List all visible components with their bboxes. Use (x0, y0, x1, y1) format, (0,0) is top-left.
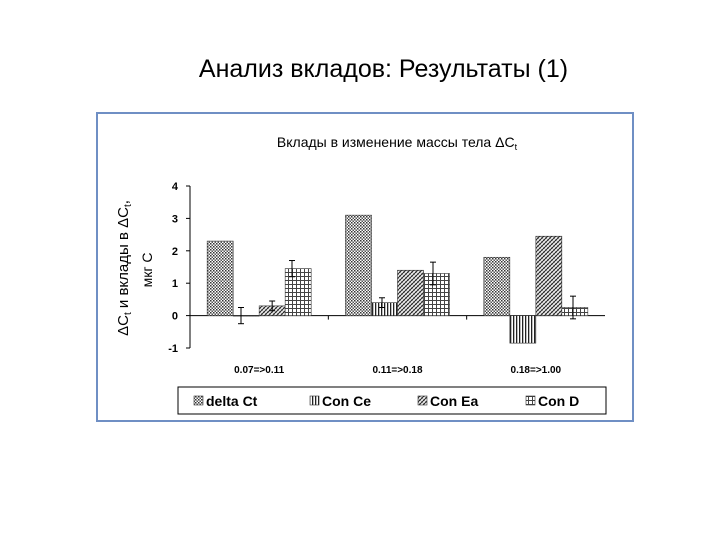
bar-vlines-2 (509, 315, 537, 344)
ylabel-delta2: ΔC (115, 207, 132, 228)
legend-swatch-hatch (417, 395, 428, 406)
bar-vlines-1 (371, 302, 398, 316)
y-tick-label: 1 (172, 278, 178, 290)
bar-grid-2 (561, 307, 589, 316)
legend: delta Ct Con Ce Con Ea Con D (177, 386, 607, 415)
legend-label: Con Ce (322, 393, 371, 409)
y-axis-label-line1: ΔCt и вклады в ΔCt, (115, 200, 134, 336)
ylabel-sub: t (123, 312, 134, 315)
bar-dots-0 (206, 240, 234, 316)
legend-swatch-grid (525, 395, 536, 406)
chart-title-delta: ΔC (495, 134, 514, 150)
chart-title-main: Вклады в изменение массы тела (277, 134, 495, 150)
legend-swatch-dots (193, 395, 204, 406)
y-tick-label: -1 (168, 343, 178, 355)
legend-label: delta Ct (206, 393, 258, 409)
bar-dots-2 (483, 256, 511, 316)
bar-hatch-2 (535, 235, 563, 316)
ylabel-sub2: t (123, 204, 134, 207)
chart-title-sub: t (515, 142, 518, 152)
y-tick-label: 4 (172, 181, 179, 193)
bar-grid-1 (423, 273, 450, 316)
y-axis-label-line2: мкг C (139, 253, 155, 288)
slide-title: Анализ вкладов: Результаты (1) (198, 55, 569, 83)
y-tick-label: 3 (172, 213, 178, 225)
ylabel-tail: , (115, 200, 132, 204)
y-tick-label: 0 (172, 311, 178, 323)
bar-vlines-0 (232, 315, 260, 317)
x-category-label: 0.07=>0.11 (234, 365, 284, 376)
legend-label: Con Ea (430, 393, 478, 409)
bar-grid-0 (284, 268, 312, 316)
x-category-label: 0.11=>0.18 (372, 365, 422, 376)
y-tick-label: 2 (172, 246, 178, 258)
chart-title: Вклады в изменение массы тела ΔCt (277, 134, 518, 152)
bar-dots-1 (345, 214, 372, 316)
ylabel-rest: и вклады в (115, 228, 132, 312)
legend-label: Con D (538, 393, 579, 409)
x-category-label: 0.18=>1.00 (511, 365, 562, 376)
legend-swatch-vlines (309, 395, 320, 406)
bar-hatch-1 (397, 269, 424, 316)
ylabel-delta: ΔC (115, 315, 132, 336)
